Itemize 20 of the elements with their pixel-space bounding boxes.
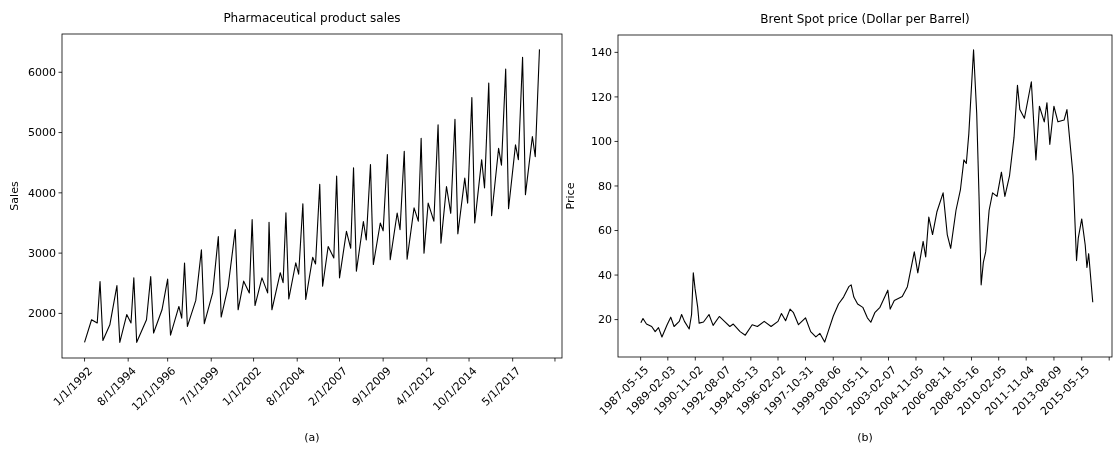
y-tick-label: 60 — [598, 224, 612, 238]
y-tick-label: 120 — [591, 90, 612, 104]
line-series — [83, 48, 541, 343]
y-axis-title: Sales — [8, 181, 21, 211]
y-tick-label: 3000 — [28, 246, 56, 260]
y-tick-label: 4000 — [28, 186, 56, 200]
chart-title: Pharmaceutical product sales — [223, 11, 401, 25]
chart-title: Brent Spot price (Dollar per Barrel) — [760, 12, 970, 26]
line-series — [640, 49, 1094, 343]
text: (b) — [857, 431, 873, 444]
y-tick-label: 2000 — [28, 307, 56, 321]
y-tick-label: 6000 — [28, 66, 56, 80]
text: (a) — [304, 431, 320, 444]
y-tick-label: 80 — [598, 179, 612, 193]
y-tick-label: 20 — [598, 313, 612, 327]
y-tick-label: 140 — [591, 46, 612, 60]
y-axis-title: Price — [564, 182, 577, 210]
y-tick-label: 100 — [591, 135, 612, 149]
y-tick-label: 40 — [598, 268, 612, 282]
y-tick-label: 5000 — [28, 126, 56, 140]
